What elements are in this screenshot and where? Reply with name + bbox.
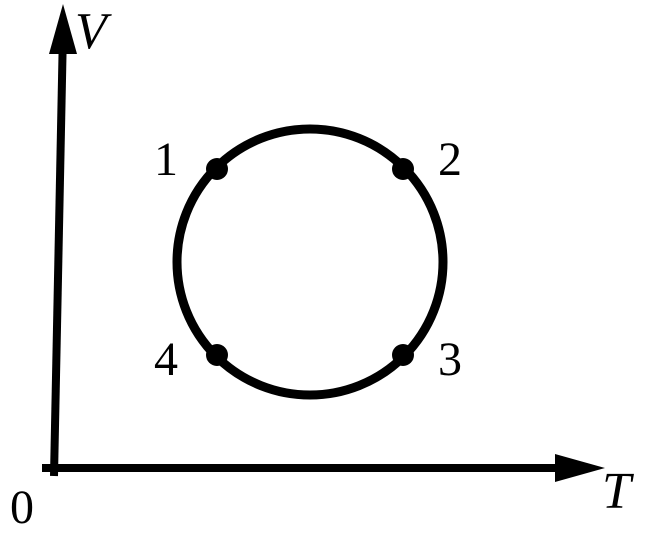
x-axis-arrowhead bbox=[555, 454, 605, 482]
point-1-label: 1 bbox=[154, 132, 178, 187]
origin-label: 0 bbox=[10, 480, 34, 535]
point-2-label: 2 bbox=[438, 132, 462, 187]
x-axis-label: T bbox=[602, 462, 631, 521]
point-4-marker bbox=[206, 344, 228, 366]
point-4-label: 4 bbox=[154, 332, 178, 387]
point-2-marker bbox=[392, 158, 414, 180]
point-3-label: 3 bbox=[438, 332, 462, 387]
point-1-marker bbox=[206, 158, 228, 180]
y-axis-label: V bbox=[75, 2, 107, 61]
y-axis-arrowhead bbox=[49, 4, 77, 54]
y-axis-line bbox=[54, 30, 63, 476]
diagram-svg bbox=[0, 0, 647, 539]
point-3-marker bbox=[392, 344, 414, 366]
vt-diagram: V T 0 1 2 3 4 bbox=[0, 0, 647, 539]
